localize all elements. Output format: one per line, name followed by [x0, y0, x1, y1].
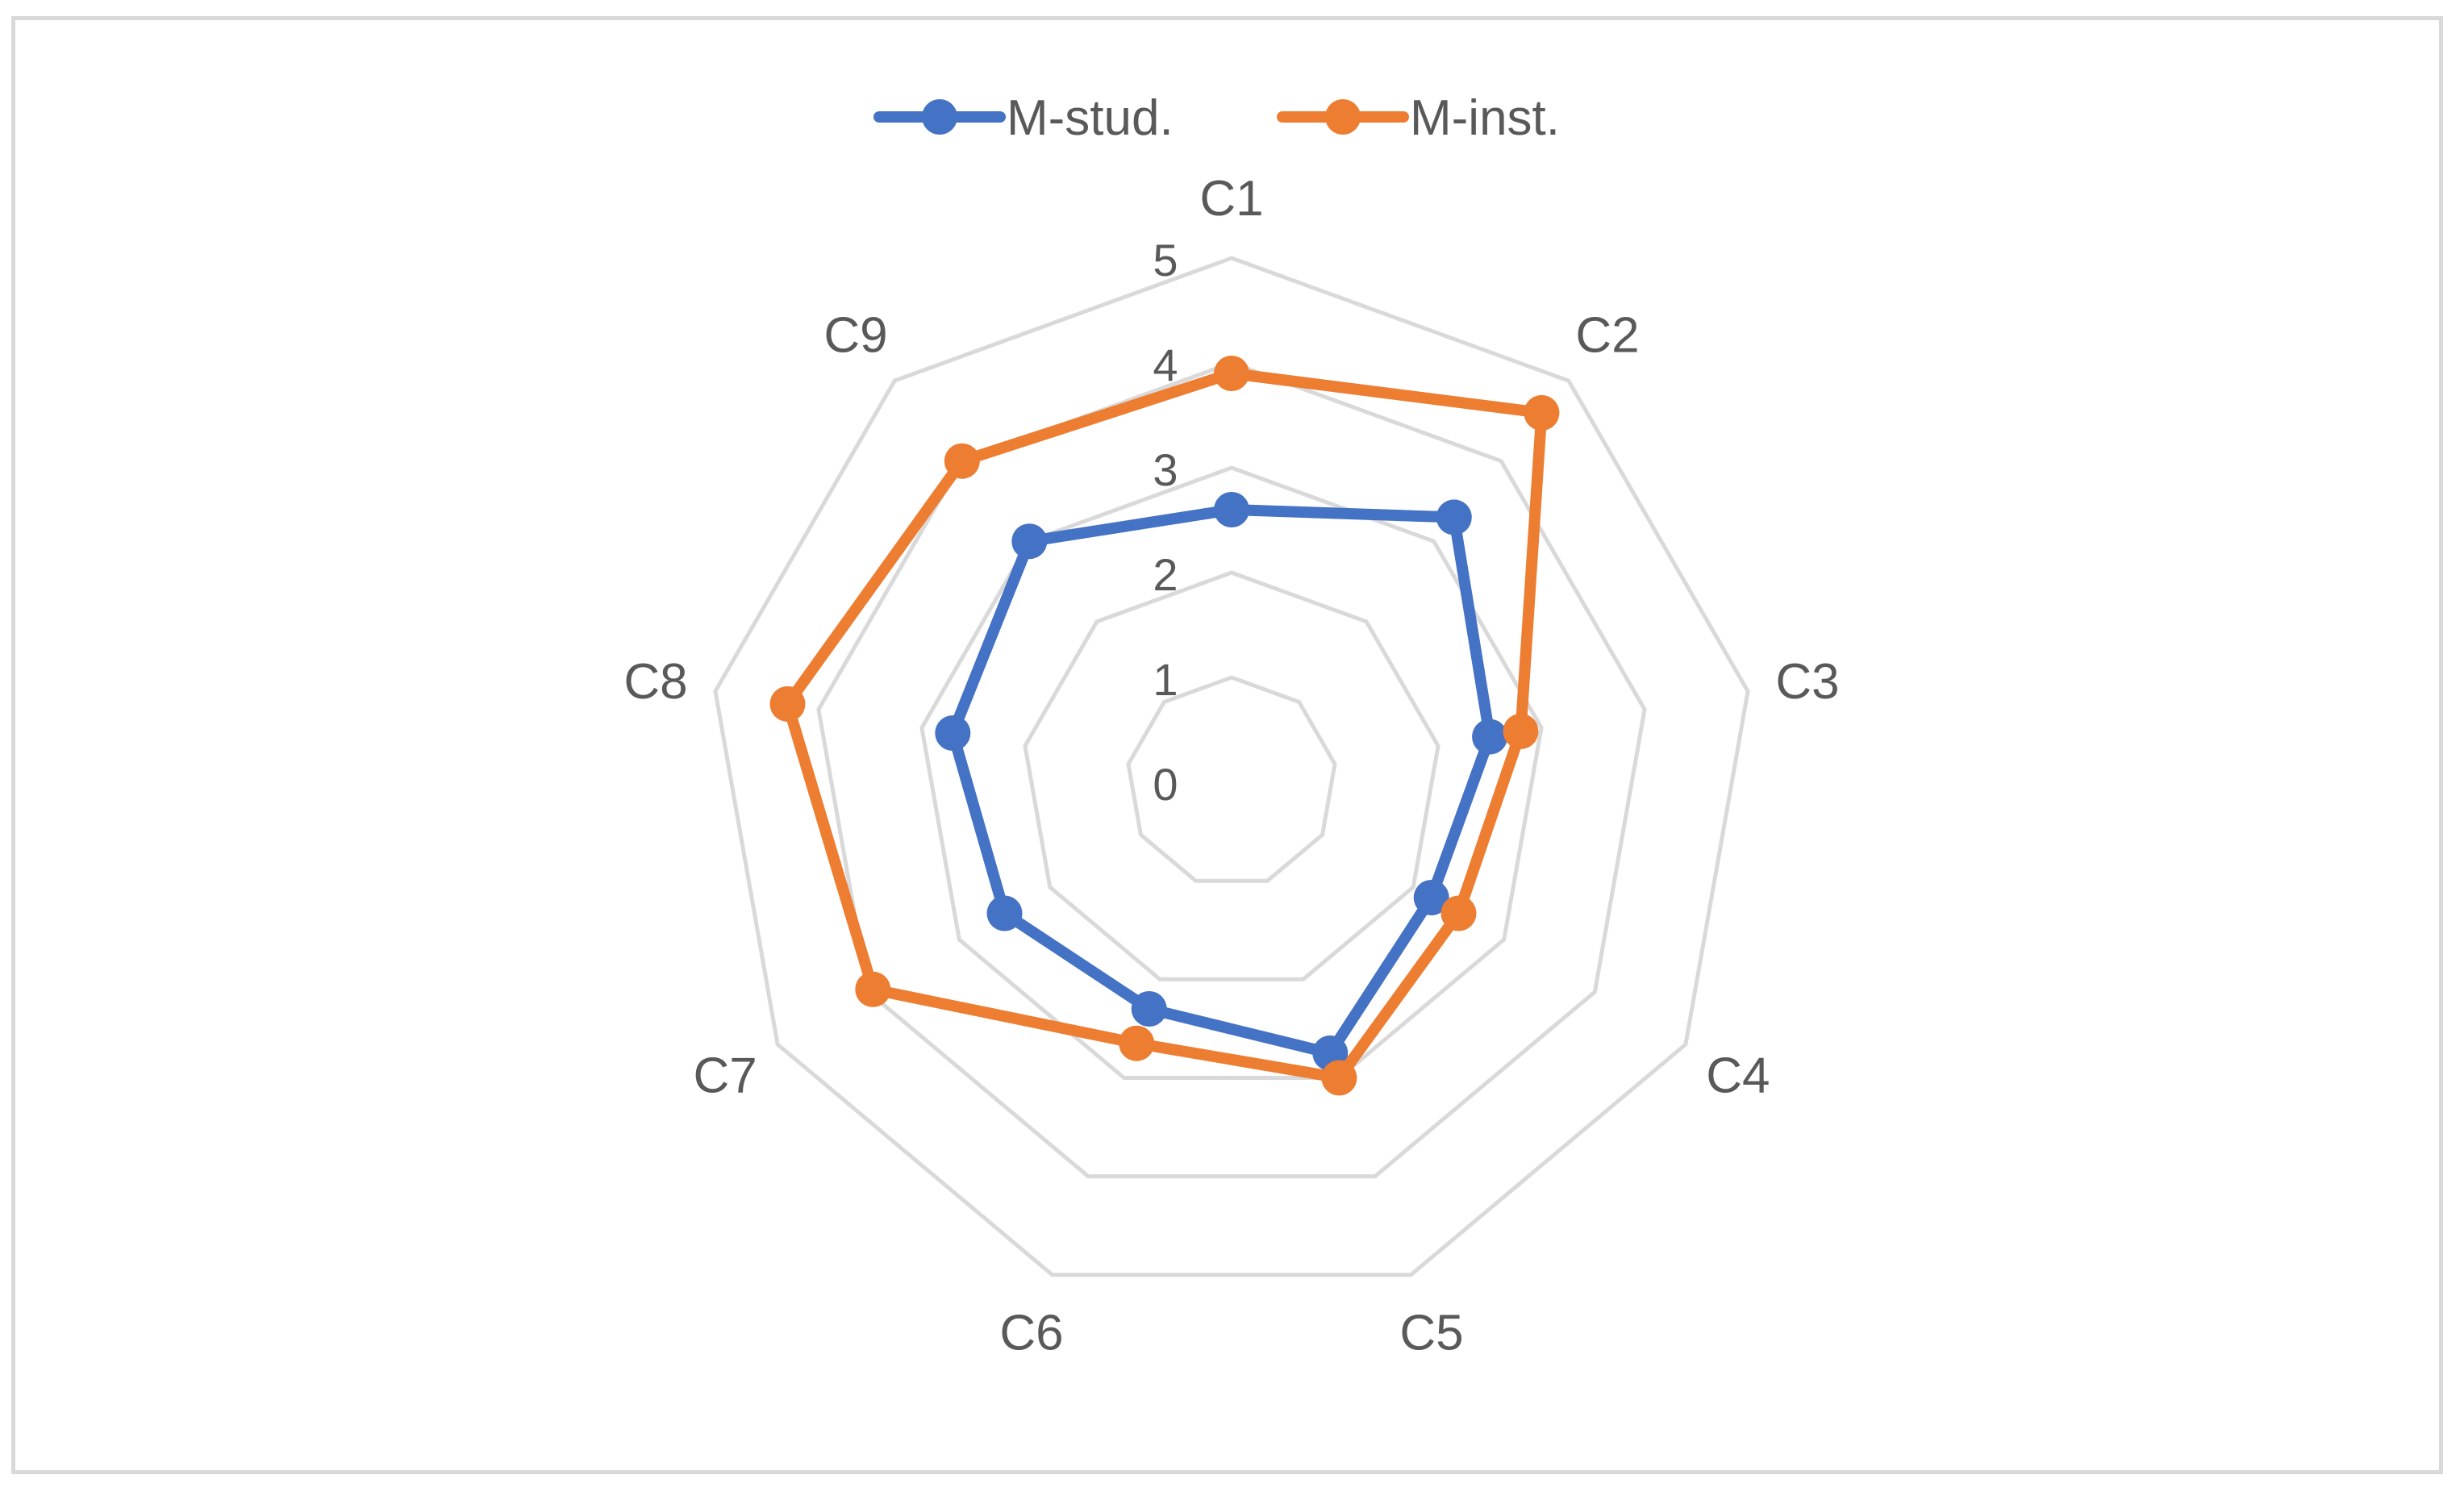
data-point-c8[interactable]: [935, 715, 971, 751]
data-point-c3[interactable]: [1472, 719, 1508, 755]
legend-label: M-stud.: [1007, 90, 1174, 146]
grid-ring-1: [1126, 675, 1337, 883]
category-label-c2: C2: [1575, 308, 1639, 364]
data-point-c9[interactable]: [944, 443, 980, 479]
series-layer: [769, 356, 1560, 1096]
axis-tick-label: 5: [1153, 235, 1178, 285]
axis-tick-label: 4: [1153, 340, 1178, 390]
grid-layer: [713, 256, 1750, 1277]
series-line: [947, 504, 1496, 1059]
data-point-c4[interactable]: [1413, 880, 1449, 915]
category-label-c3: C3: [1775, 654, 1839, 710]
category-label-c9: C9: [823, 308, 887, 364]
tick-labels: 0 1 2 3 4 5: [1153, 235, 1178, 810]
series-mstud: [935, 492, 1508, 1071]
series-minst: [769, 356, 1560, 1096]
data-point-c1[interactable]: [1214, 492, 1249, 527]
category-label-c4: C4: [1706, 1048, 1770, 1104]
axis-tick-label: 1: [1153, 654, 1178, 705]
data-point-c8[interactable]: [769, 685, 806, 722]
category-label-c8: C8: [623, 654, 687, 710]
axis-tick-label: 2: [1153, 549, 1178, 600]
grid-ring-5: [713, 256, 1750, 1277]
data-point-c2[interactable]: [1524, 394, 1560, 431]
grid-ring-3: [919, 465, 1544, 1080]
legend-label: M-inst.: [1410, 90, 1560, 146]
data-point-c5[interactable]: [1321, 1060, 1357, 1096]
legend-item-m-stud[interactable]: M-stud.: [873, 90, 1174, 146]
data-point-c6[interactable]: [1119, 1025, 1155, 1061]
grid-ring-2: [1023, 570, 1440, 981]
data-point-c7[interactable]: [986, 895, 1023, 931]
legend-swatch-marker: [922, 99, 957, 135]
axis-tick-label: 3: [1153, 444, 1178, 495]
legend-swatch-marker: [1325, 99, 1361, 135]
legend-item-m-inst[interactable]: M-inst.: [1277, 90, 1560, 146]
data-point-c4[interactable]: [1440, 895, 1477, 931]
category-label-c6: C6: [999, 1305, 1063, 1361]
category-label-c1: C1: [1199, 171, 1263, 227]
category-labels: C1 C2 C3 C4 C5 C6 C7 C8 C9: [623, 171, 1839, 1361]
data-point-c2[interactable]: [1436, 499, 1472, 535]
category-label-c7: C7: [693, 1048, 757, 1104]
category-label-c5: C5: [1399, 1305, 1463, 1361]
axis-tick-label: 0: [1153, 759, 1178, 810]
data-point-c7[interactable]: [855, 971, 891, 1007]
data-point-c9[interactable]: [1011, 523, 1048, 560]
data-point-c3[interactable]: [1503, 713, 1539, 749]
legend: M-stud. M-inst.: [873, 90, 1560, 146]
series-line: [782, 368, 1548, 1084]
data-point-c1[interactable]: [1214, 356, 1249, 391]
data-point-c6[interactable]: [1131, 991, 1167, 1027]
grid-ring-4: [816, 360, 1647, 1179]
